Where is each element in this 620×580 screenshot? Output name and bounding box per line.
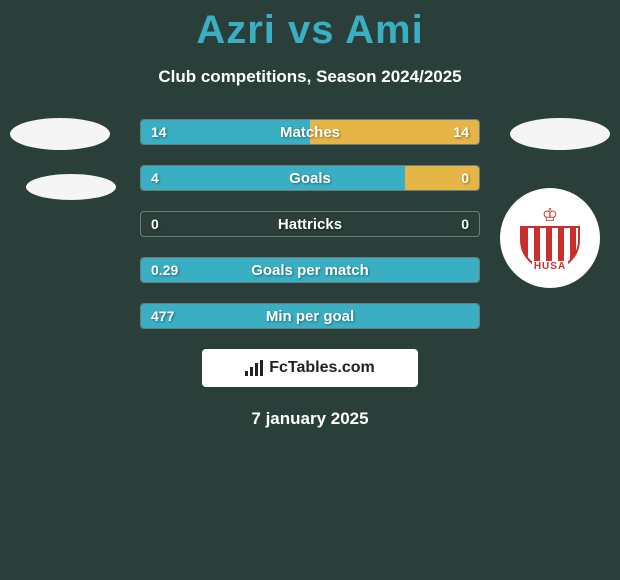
stat-label: Matches <box>141 120 479 144</box>
attribution-text: FcTables.com <box>269 359 375 377</box>
club-logo: ♔ HUSA <box>500 188 600 288</box>
stat-row: 0.29Goals per match <box>140 257 480 283</box>
placeholder-ellipse <box>26 174 116 200</box>
placeholder-ellipse <box>510 118 610 150</box>
stat-label: Min per goal <box>141 304 479 328</box>
right-team-badge-placeholder <box>510 118 610 150</box>
left-team-badge <box>10 118 116 200</box>
stat-label: Hattricks <box>141 212 479 236</box>
placeholder-ellipse <box>10 118 110 150</box>
stat-label: Goals <box>141 166 479 190</box>
stats-container: 1414Matches 40Goals 00Hattricks 0.29Goals p… <box>140 119 480 329</box>
page-title: Azri vs Ami <box>0 0 620 53</box>
stat-row: 40Goals <box>140 165 480 191</box>
club-abbrev: HUSA <box>532 261 568 272</box>
page-subtitle: Club competitions, Season 2024/2025 <box>0 67 620 87</box>
stat-label: Goals per match <box>141 258 479 282</box>
right-team-badge: ♔ HUSA <box>500 188 600 288</box>
bar-chart-icon <box>245 360 263 376</box>
stat-row: 1414Matches <box>140 119 480 145</box>
stat-row: 00Hattricks <box>140 211 480 237</box>
footer-date: 7 january 2025 <box>0 409 620 429</box>
stat-row: 477Min per goal <box>140 303 480 329</box>
attribution-badge: FcTables.com <box>202 349 418 387</box>
crown-icon: ♔ <box>542 206 558 224</box>
